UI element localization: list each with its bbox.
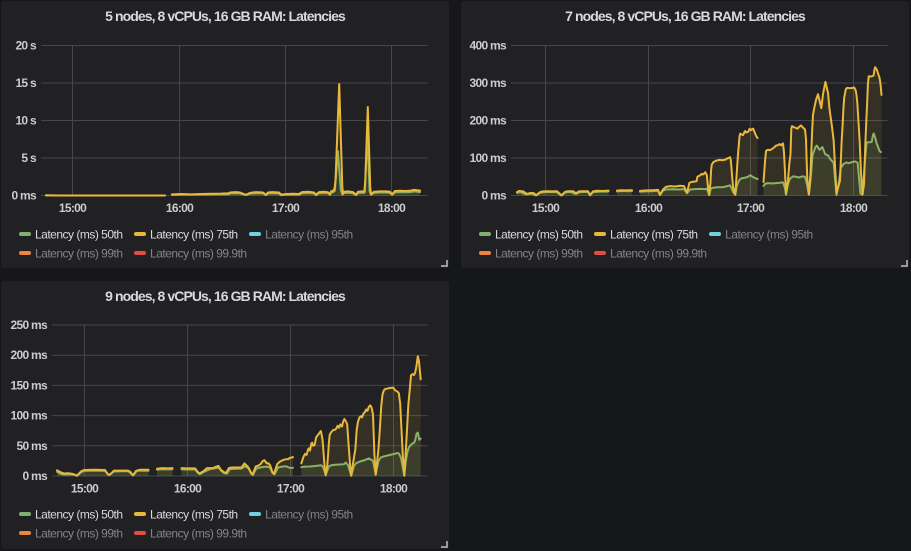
svg-text:50 ms: 50 ms: [16, 439, 48, 453]
svg-text:0 ms: 0 ms: [11, 189, 37, 203]
svg-text:15:00: 15:00: [71, 482, 99, 496]
svg-text:16:00: 16:00: [166, 201, 194, 215]
svg-text:200 ms: 200 ms: [470, 114, 508, 128]
svg-text:17:00: 17:00: [737, 201, 765, 215]
svg-text:400 ms: 400 ms: [470, 39, 508, 53]
svg-text:100 ms: 100 ms: [11, 409, 49, 423]
svg-text:0 ms: 0 ms: [22, 469, 48, 483]
svg-text:10 s: 10 s: [15, 114, 37, 128]
svg-text:200 ms: 200 ms: [11, 348, 49, 362]
svg-text:5 s: 5 s: [21, 151, 37, 165]
svg-text:250 ms: 250 ms: [11, 318, 49, 332]
svg-text:300 ms: 300 ms: [470, 76, 508, 90]
svg-text:20 s: 20 s: [15, 39, 37, 53]
svg-text:18:00: 18:00: [840, 201, 868, 215]
svg-text:16:00: 16:00: [174, 482, 202, 496]
svg-text:15 s: 15 s: [15, 76, 37, 90]
svg-text:100 ms: 100 ms: [470, 151, 508, 165]
svg-text:17:00: 17:00: [272, 201, 300, 215]
svg-text:0 ms: 0 ms: [481, 189, 507, 203]
svg-text:17:00: 17:00: [277, 482, 305, 496]
svg-text:16:00: 16:00: [635, 201, 663, 215]
svg-text:18:00: 18:00: [380, 482, 408, 496]
svg-text:15:00: 15:00: [59, 201, 87, 215]
svg-text:15:00: 15:00: [532, 201, 560, 215]
svg-text:18:00: 18:00: [378, 201, 406, 215]
svg-text:150 ms: 150 ms: [11, 378, 49, 392]
